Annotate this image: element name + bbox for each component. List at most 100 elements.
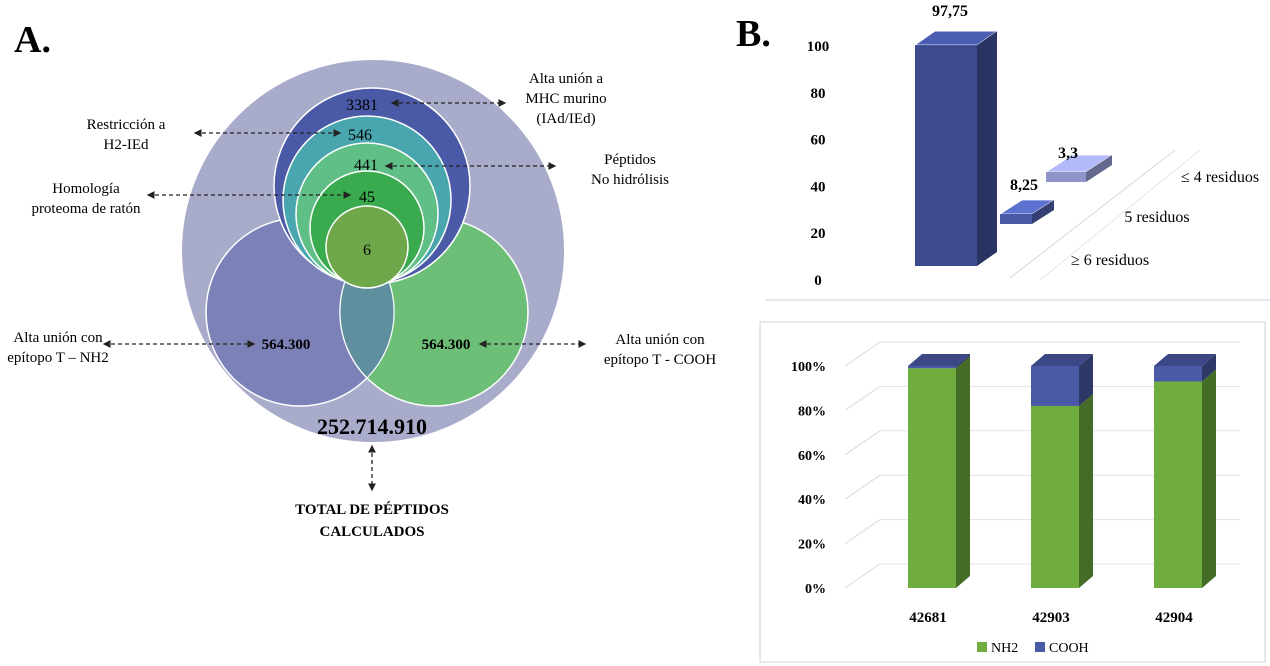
stacked-segment-side	[1079, 354, 1093, 406]
top-category-label: ≤ 4 residuos	[1181, 169, 1259, 186]
stacked-segment-cooh	[1154, 366, 1202, 382]
stacked-bar-top-face	[1031, 354, 1093, 366]
top-category-label: ≥ 6 residuos	[1071, 252, 1149, 269]
stacked-bar-chart: 0% 20% 40% 60% 80% 100% 42681 42903 42904 NH2 CO…	[791, 341, 1240, 656]
bottom-ytick-label: 60%	[798, 449, 826, 464]
caption-right: Alta unión con epítopo T - COOH	[604, 332, 717, 368]
stacked-segment-side	[956, 354, 970, 369]
caption-441-line1: Péptidos	[604, 152, 656, 168]
top-ytick-label: 40	[811, 179, 826, 195]
stacked-segment-nh2	[1154, 381, 1202, 588]
leader-lines	[102, 99, 587, 492]
caption-left-line2: epítopo T – NH2	[7, 350, 109, 366]
bottom-gridline-diag	[844, 430, 881, 456]
caption-441-line2: No hidrólisis	[591, 172, 669, 188]
top-bar-side-face	[977, 31, 997, 267]
top-bar: 97,75	[913, 3, 999, 267]
top-category-label: 5 residuos	[1124, 209, 1189, 226]
top-bar-side-face	[1032, 200, 1054, 224]
caption-right-line2: epítopo T - COOH	[604, 352, 717, 368]
venn-left-value: 564.300	[262, 337, 311, 353]
stacked-segment-cooh	[1031, 366, 1079, 406]
nested-value-441: 441	[354, 157, 378, 174]
top-bar-front-face	[1046, 172, 1086, 182]
nested-value-6: 6	[363, 242, 371, 259]
top-ytick-label: 0	[814, 273, 822, 289]
bottom-ytick-label: 0%	[805, 582, 826, 597]
stacked-bar	[1031, 354, 1093, 588]
caption-546-line1: Restricción a	[87, 117, 166, 133]
bottom-category-label: 42903	[1032, 610, 1070, 626]
total-value: 252.714.910	[317, 414, 427, 439]
bottom-gridline-diag	[844, 563, 881, 589]
stacked-segment-side	[1202, 369, 1216, 588]
top-bar-value-label: 8,25	[1010, 177, 1038, 194]
top-bar-side-face	[1086, 155, 1112, 182]
caption-546-line2: H2-IEd	[104, 137, 149, 153]
top-ytick-label: 60	[811, 133, 826, 149]
caption-left: Alta unión con epítopo T – NH2	[7, 330, 109, 366]
bottom-gridline-diag	[844, 519, 881, 545]
panel-b-label: B.	[736, 13, 771, 55]
bottom-gridline-diag	[844, 385, 881, 411]
caption-right-line1: Alta unión con	[615, 332, 705, 348]
stacked-segment-nh2	[908, 368, 956, 588]
caption-3381-line1: Alta unión a	[529, 71, 603, 87]
bottom-ytick-label: 80%	[798, 404, 826, 419]
bottom-ytick-label: 40%	[798, 493, 826, 508]
stacked-segment-cooh	[908, 366, 956, 369]
top-ytick-label: 20	[811, 226, 826, 242]
nested-value-3381: 3381	[346, 97, 378, 114]
stacked-segment-side	[956, 356, 970, 588]
top-bar-front-face	[1000, 214, 1032, 224]
legend-label-nh2: NH2	[991, 641, 1018, 656]
bottom-ytick-label: 20%	[798, 538, 826, 553]
bottom-gridline-diag	[844, 341, 881, 367]
legend-swatch-nh2	[977, 642, 987, 652]
bottom-category-label: 42904	[1155, 610, 1193, 626]
legend-swatch-cooh	[1035, 642, 1045, 652]
caption-3381-line3: (IAd/IEd)	[536, 111, 595, 127]
legend: NH2 COOH	[977, 641, 1089, 656]
top-bar-front-face	[915, 45, 977, 267]
nested-circle-6	[325, 205, 409, 289]
bottom-ytick-label: 100%	[791, 360, 826, 375]
caption-total-line1: TOTAL DE PÉPTIDOS	[295, 501, 449, 518]
caption-45-line2: proteoma de ratón	[31, 201, 141, 217]
caption-546: Restricción a H2-IEd	[87, 117, 166, 153]
top-bar-chart: 0 20 40 60 80 100 97,75 8,25 3,3 ≥ 6 residuos 5 …	[807, 3, 1259, 289]
stacked-bar-top-face	[1154, 354, 1216, 366]
top-bar: 8,25	[998, 177, 1056, 224]
top-ytick-label: 80	[811, 86, 826, 102]
stacked-bar-top-face	[908, 354, 970, 366]
caption-left-line1: Alta unión con	[13, 330, 103, 346]
nested-value-546: 546	[348, 127, 372, 144]
stacked-bar	[908, 354, 970, 588]
caption-45-line1: Homología	[52, 181, 120, 197]
venn-right-value: 564.300	[422, 337, 471, 353]
panel-a: A. 3381 546 441 45 6 564.300 564.300 252…	[7, 19, 716, 540]
bottom-category-label: 42681	[909, 610, 947, 626]
top-bar: 3,3	[1044, 145, 1114, 182]
legend-label-cooh: COOH	[1049, 641, 1089, 656]
caption-total: TOTAL DE PÉPTIDOS CALCULADOS	[295, 501, 449, 540]
top-chart-depth-floor	[1009, 149, 1176, 279]
caption-441: Péptidos No hidrólisis	[591, 152, 669, 188]
top-bar-value-label: 97,75	[932, 3, 968, 20]
bottom-gridline-diag	[844, 474, 881, 500]
top-chart-depth-floor-back	[1039, 149, 1201, 281]
caption-3381: Alta unión a MHC murino (IAd/IEd)	[525, 71, 606, 127]
top-ytick-label: 100	[807, 39, 830, 55]
stacked-segment-side	[1202, 354, 1216, 382]
caption-3381-line2: MHC murino	[525, 91, 606, 107]
nested-value-45: 45	[359, 189, 375, 206]
caption-45: Homología proteoma de ratón	[31, 181, 141, 217]
panel-b: B. 0 20 40 60 80 100 97,75 8,25 3,3 ≥ 6 residuo…	[736, 3, 1270, 663]
stacked-bar	[1154, 354, 1216, 588]
stacked-segment-nh2	[1031, 405, 1079, 588]
top-bar-value-label: 3,3	[1058, 145, 1078, 162]
panel-a-label: A.	[14, 19, 51, 61]
caption-total-line2: CALCULADOS	[319, 524, 424, 540]
stacked-segment-side	[1079, 393, 1093, 588]
